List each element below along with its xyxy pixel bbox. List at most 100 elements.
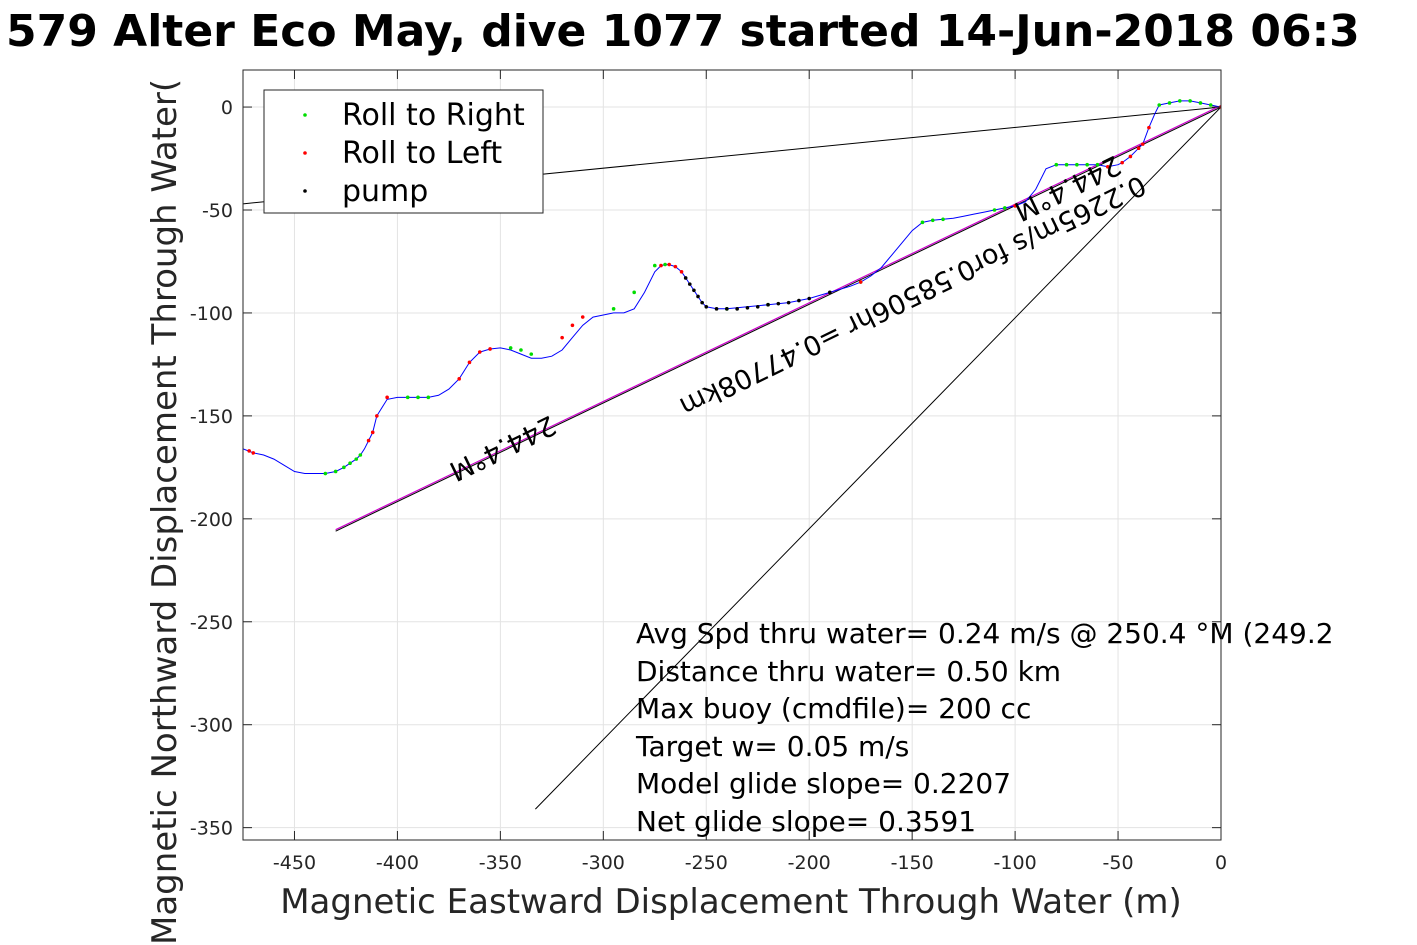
- pump-point: [700, 300, 704, 305]
- roll-right-point: [416, 395, 420, 400]
- roll-right-point: [348, 461, 352, 466]
- legend: Roll to Right Roll to Left pump: [263, 89, 544, 214]
- roll-left-point: [1147, 125, 1151, 130]
- annotation-max-buoy: Max buoy (cmdfile)= 200 cc: [636, 692, 1031, 725]
- y-tick-label: -150: [190, 406, 233, 428]
- roll-left-point: [477, 350, 482, 354]
- roll-right-point: [508, 346, 513, 350]
- pump-point: [828, 290, 832, 295]
- pump-point: [725, 307, 729, 311]
- roll-left-point: [1120, 160, 1124, 165]
- legend-marker-roll-right: [303, 113, 307, 117]
- annotation-avg-speed: Avg Spd thru water= 0.24 m/s @ 250.4 °M …: [636, 617, 1334, 650]
- legend-label-pump: pump: [342, 174, 428, 209]
- roll-left-point: [1128, 154, 1133, 159]
- y-tick-label: -50: [202, 200, 233, 222]
- x-axis-label: Magnetic Eastward Displacement Through W…: [280, 882, 1182, 922]
- roll-left-point: [1013, 204, 1017, 208]
- roll-right-point: [663, 262, 667, 267]
- roll-left-point: [366, 438, 371, 443]
- roll-right-point: [519, 348, 523, 352]
- roll-left-point: [667, 262, 672, 267]
- x-tick-label: -450: [273, 852, 316, 874]
- x-tick-label: -250: [685, 852, 728, 874]
- annotation-distance: Distance thru water= 0.50 km: [636, 655, 1061, 688]
- roll-right-point: [1095, 162, 1100, 167]
- roll-right-point: [1075, 162, 1079, 167]
- legend-label-roll-right: Roll to Right: [342, 98, 525, 133]
- y-tick-label: -300: [190, 715, 233, 737]
- roll-right-point: [1178, 99, 1182, 103]
- pump-point: [776, 301, 781, 306]
- heading-line: [335, 105, 1221, 531]
- roll-right-point: [920, 220, 925, 225]
- pump-point: [692, 288, 696, 293]
- y-tick-label: -100: [190, 303, 233, 325]
- roll-left-point: [858, 280, 863, 284]
- pump-point: [807, 296, 812, 301]
- roll-right-point: [333, 469, 338, 474]
- pump-point: [755, 304, 760, 309]
- stats-annotation: Avg Spd thru water= 0.24 m/s @ 250.4 °M …: [635, 617, 1334, 838]
- heading-line-shadow: [335, 106, 1221, 532]
- annotation-net-glide: Net glide slope= 0.3591: [636, 805, 976, 838]
- pump-point: [745, 305, 750, 310]
- roll-right-point: [529, 352, 534, 356]
- roll-right-point: [1208, 103, 1213, 107]
- legend-marker-pump: [303, 189, 307, 193]
- y-tick-label: -350: [190, 818, 233, 840]
- pump-point: [687, 282, 692, 286]
- roll-left-point: [457, 377, 461, 381]
- roll-left-point: [375, 414, 379, 418]
- x-tick-label: -50: [1103, 852, 1134, 874]
- roll-right-point: [405, 395, 410, 400]
- roll-right-point: [1198, 101, 1203, 105]
- roll-right-point: [426, 395, 431, 400]
- y-tick-label: 0: [221, 97, 233, 119]
- roll-right-point: [611, 307, 616, 311]
- legend-label-roll-left: Roll to Left: [342, 136, 502, 171]
- roll-left-point: [467, 360, 472, 365]
- pump-point: [683, 276, 688, 280]
- roll-left-point: [580, 315, 585, 319]
- x-tick-label: -400: [376, 852, 419, 874]
- roll-right-point: [354, 457, 359, 461]
- roll-right-point: [1167, 101, 1172, 105]
- chart-title: 579 Alter Eco May, dive 1077 started 14-…: [6, 6, 1360, 57]
- roll-left-point: [673, 264, 678, 269]
- roll-right-point: [1085, 162, 1089, 167]
- pump-point: [735, 307, 739, 311]
- roll-left-point: [570, 323, 575, 328]
- pump-point: [786, 300, 791, 305]
- x-tick-label: -150: [891, 852, 934, 874]
- roll-left-point: [247, 449, 251, 453]
- x-tick-label: -350: [479, 852, 522, 874]
- plot-frame: [242, 69, 1222, 841]
- y-tick-label: -200: [190, 509, 233, 531]
- legend-marker-roll-left: [303, 151, 307, 155]
- roll-left-point: [1105, 164, 1110, 169]
- roll-right-point: [652, 263, 657, 268]
- x-tick-label: -300: [582, 852, 625, 874]
- roll-right-point: [342, 465, 346, 470]
- roll-right-point: [1157, 103, 1162, 107]
- roll-right-point: [930, 218, 935, 223]
- pump-point: [766, 302, 770, 307]
- roll-right-point: [1003, 206, 1007, 210]
- pump-point: [696, 294, 700, 299]
- roll-left-point: [385, 395, 389, 400]
- roll-left-point: [679, 269, 684, 274]
- roll-left-point: [659, 263, 663, 268]
- pump-point: [797, 298, 801, 303]
- roll-right-point: [941, 217, 945, 222]
- markers-group: [247, 99, 1221, 476]
- annotation-target-w: Target w= 0.05 m/s: [635, 730, 909, 763]
- roll-right-point: [358, 453, 363, 457]
- x-tick-label: 0: [1215, 852, 1227, 874]
- roll-left-point: [251, 451, 256, 455]
- roll-right-point: [323, 471, 328, 476]
- roll-left-point: [1140, 142, 1145, 146]
- roll-right-point: [992, 208, 997, 212]
- pump-point: [714, 307, 719, 311]
